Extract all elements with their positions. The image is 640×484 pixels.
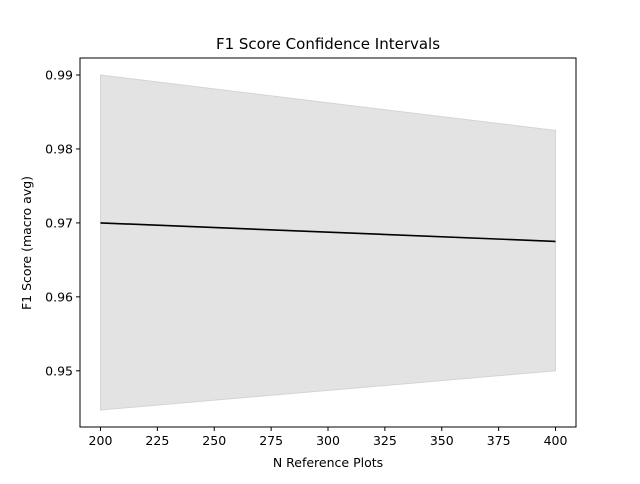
y-tick-label: 0.95 — [45, 363, 73, 378]
x-axis-ticks: 200 225 250 275 300 325 350 375 400 — [89, 427, 568, 448]
x-tick-label: 225 — [145, 433, 169, 448]
x-tick-label: 325 — [373, 433, 397, 448]
x-tick-label: 375 — [487, 433, 511, 448]
confidence-band — [99, 74, 557, 411]
x-tick-label: 350 — [430, 433, 454, 448]
y-tick-label: 0.97 — [45, 215, 73, 230]
x-axis-label: N Reference Plots — [273, 455, 383, 470]
y-tick-label: 0.96 — [45, 289, 73, 304]
x-tick-label: 300 — [316, 433, 340, 448]
series-line — [100, 222, 556, 243]
y-tick-label: 0.99 — [45, 68, 73, 83]
y-tick-label: 0.98 — [45, 141, 73, 156]
y-axis-label: F1 Score (macro avg) — [19, 176, 34, 310]
x-tick-label: 250 — [202, 433, 226, 448]
x-tick-label: 400 — [544, 433, 568, 448]
x-tick-label: 200 — [89, 433, 113, 448]
chart-title: F1 Score Confidence Intervals — [216, 35, 440, 53]
x-tick-label: 275 — [259, 433, 283, 448]
y-axis-ticks: 0.95 0.96 0.97 0.98 0.99 — [45, 68, 80, 378]
confidence-band-layer — [99, 74, 557, 411]
series-line-layer — [100, 222, 556, 243]
